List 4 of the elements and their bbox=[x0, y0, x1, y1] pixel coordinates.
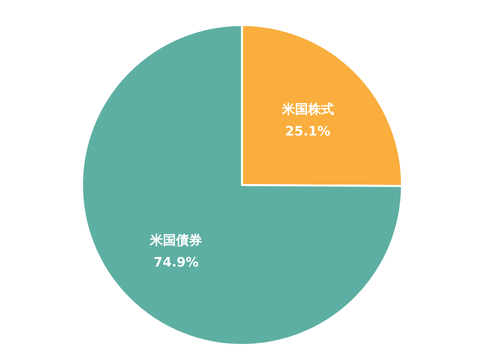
data-label: 74.9% bbox=[154, 255, 199, 270]
slice-label: 米国債券 bbox=[149, 233, 202, 248]
slice-label: 米国株式 bbox=[280, 102, 334, 118]
data-label: 25.1% bbox=[285, 124, 330, 140]
